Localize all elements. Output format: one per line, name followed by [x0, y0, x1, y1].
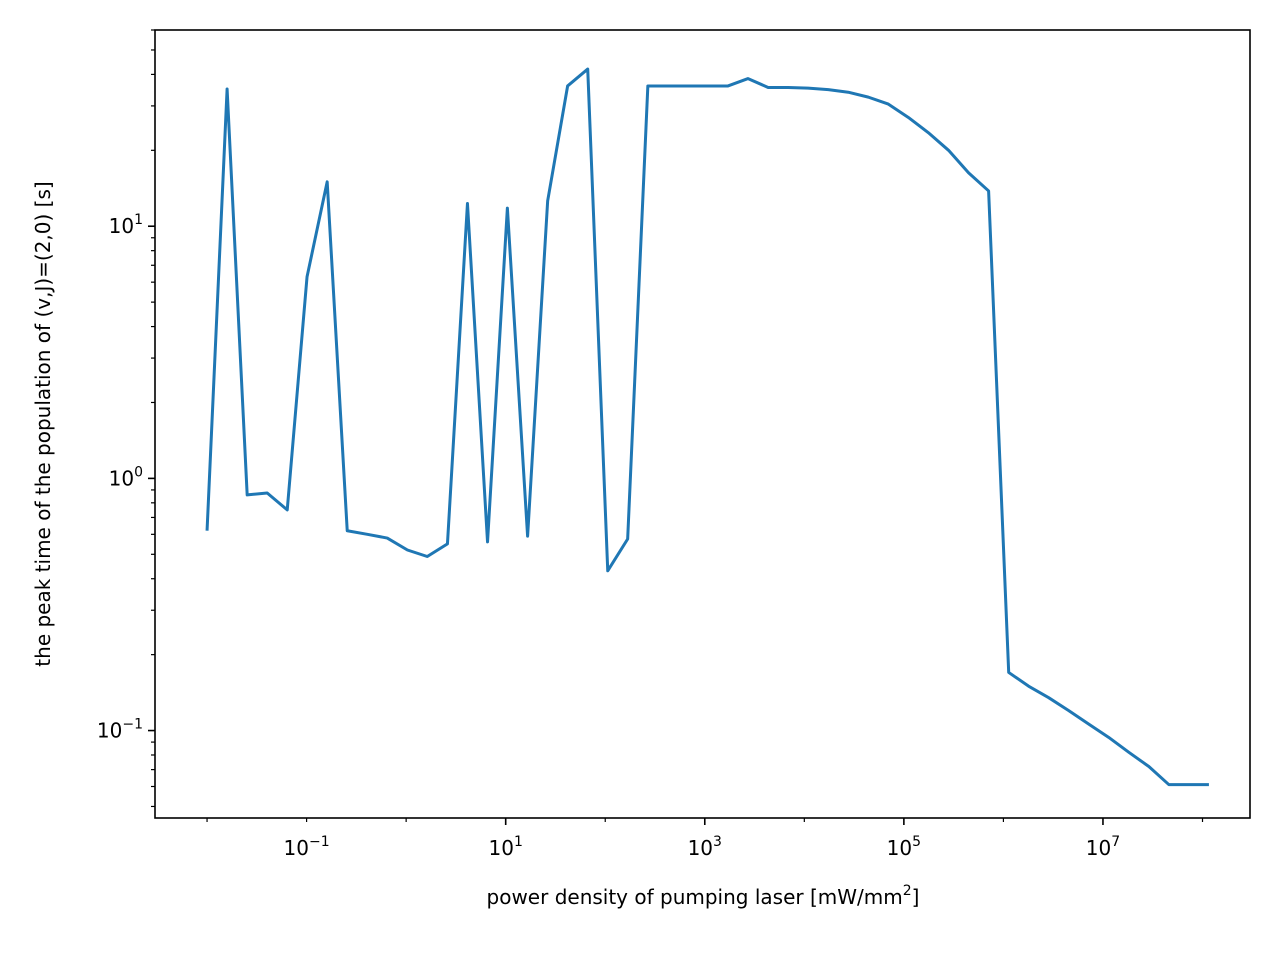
y-tick-label: 100 — [109, 464, 143, 490]
y-tick-base: 10 — [109, 466, 134, 490]
y-tick-base: 10 — [97, 719, 122, 743]
x-tick-base: 10 — [1086, 836, 1111, 860]
x-tick-label: 10−1 — [284, 834, 330, 860]
x-tick-exp: −1 — [309, 834, 330, 850]
x-tick-label: 107 — [1086, 834, 1120, 860]
x-tick-label: 105 — [887, 834, 921, 860]
plot-area — [154, 29, 1251, 819]
x-tick-label: 101 — [488, 834, 522, 860]
y-tick-label: 101 — [109, 212, 143, 238]
y-tick-base: 10 — [109, 214, 134, 238]
y-tick-exp: −1 — [122, 717, 143, 733]
y-tick-label: 10−1 — [97, 717, 143, 743]
y-tick-exp: 1 — [134, 212, 143, 228]
x-tick-base: 10 — [284, 836, 309, 860]
x-axis-label-text: power density of pumping laser [mW/mm — [487, 885, 903, 909]
y-tick-exp: 0 — [134, 464, 143, 480]
x-tick-base: 10 — [688, 836, 713, 860]
x-axis-label-sup: 2 — [903, 883, 912, 899]
x-tick-exp: 3 — [713, 834, 722, 850]
x-tick-base: 10 — [887, 836, 912, 860]
x-tick-exp: 5 — [912, 834, 921, 850]
y-axis-label: the peak time of the population of (v,J)… — [31, 181, 55, 666]
x-axis-ticks: 10−1 101 103 105 107 — [206, 818, 1204, 860]
x-tick-base: 10 — [488, 836, 513, 860]
x-axis-label: power density of pumping laser [mW/mm2] — [487, 883, 920, 909]
x-axis-label-end: ] — [912, 885, 920, 909]
x-tick-exp: 7 — [1111, 834, 1120, 850]
x-tick-label: 103 — [688, 834, 722, 860]
x-tick-exp: 1 — [514, 834, 523, 850]
series-line — [205, 67, 1209, 787]
